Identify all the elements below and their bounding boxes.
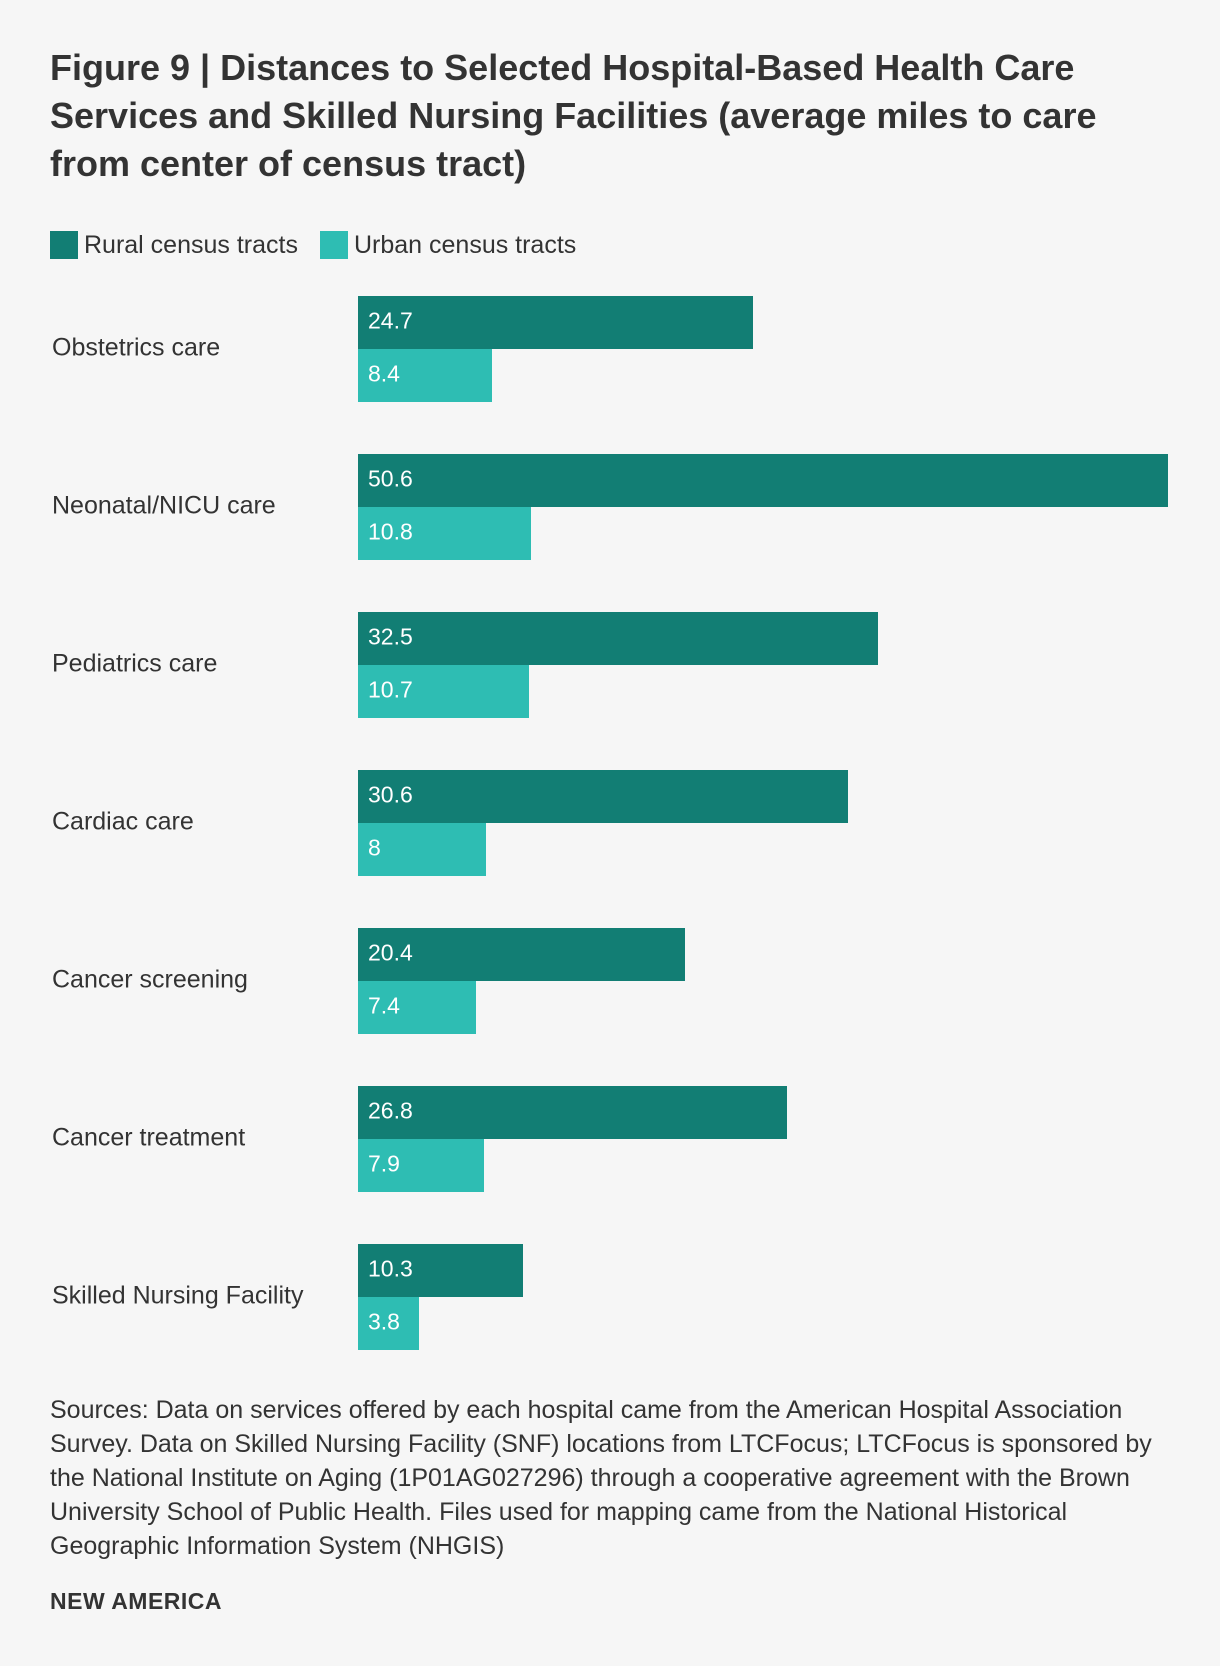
category-label: Cardiac care [52, 808, 194, 836]
bar-rural [358, 928, 685, 981]
bar-urban [358, 665, 529, 718]
legend-swatch-rural [50, 231, 78, 259]
bar-group: Pediatrics care 32.5 10.7 [52, 612, 878, 718]
category-label: Neonatal/NICU care [52, 492, 276, 520]
data-label-urban: 8 [368, 835, 381, 861]
legend-item-urban: Urban census tracts [319, 230, 577, 260]
data-label-urban: 10.7 [368, 677, 413, 703]
data-label-rural: 26.8 [368, 1098, 413, 1124]
data-label-rural: 50.6 [368, 466, 413, 492]
legend-swatch-urban [319, 231, 348, 259]
bar-group: Cardiac care 30.6 8 [52, 770, 848, 876]
bar-rural [358, 454, 1168, 507]
bar-urban [358, 349, 492, 402]
category-label: Obstetrics care [52, 334, 220, 362]
legend-item-rural: Rural census tracts [50, 231, 298, 260]
data-label-urban: 7.4 [368, 993, 400, 1019]
data-label-urban: 10.8 [368, 519, 413, 545]
source-note: Sources: Data on services offered by eac… [50, 1396, 1152, 1560]
legend-label-urban: Urban census tracts [353, 230, 577, 259]
bar-urban [358, 1297, 419, 1350]
legend: Rural census tracts Urban census tracts [50, 228, 598, 262]
category-label: Cancer screening [52, 966, 248, 994]
bar-chart: Obstetrics care 24.7 8.4 Neonatal/NICU care… [52, 296, 1168, 1350]
brand-logo-text: NEW AMERICA [50, 1588, 223, 1614]
category-label: Skilled Nursing Facility [52, 1282, 304, 1310]
bar-group: Skilled Nursing Facility 10.3 3.8 [52, 1244, 523, 1350]
data-label-rural: 20.4 [368, 940, 413, 966]
category-label: Pediatrics care [52, 650, 217, 678]
legend-label-rural: Rural census tracts [84, 230, 298, 259]
data-label-rural: 10.3 [368, 1256, 413, 1282]
bar-rural [358, 1244, 523, 1297]
data-label-urban: 3.8 [368, 1309, 400, 1335]
bar-urban [358, 823, 486, 876]
data-label-urban: 7.9 [368, 1151, 400, 1177]
data-label-rural: 30.6 [368, 782, 413, 808]
bar-group: Obstetrics care 24.7 8.4 [52, 296, 753, 402]
bar-urban [358, 1139, 484, 1192]
bar-group: Neonatal/NICU care 50.6 10.8 [52, 454, 1168, 560]
bar-rural [358, 1086, 787, 1139]
data-label-rural: 24.7 [368, 308, 413, 334]
bar-group: Cancer treatment 26.8 7.9 [52, 1086, 787, 1192]
chart-title: Figure 9 | Distances to Selected Hospita… [50, 47, 1097, 184]
data-label-rural: 32.5 [368, 624, 413, 650]
bar-rural [358, 612, 878, 665]
category-label: Cancer treatment [52, 1124, 245, 1152]
bar-rural [358, 296, 753, 349]
bar-group: Cancer screening 20.4 7.4 [52, 928, 685, 1034]
bar-urban [358, 507, 531, 560]
bar-rural [358, 770, 848, 823]
bar-urban [358, 981, 476, 1034]
data-label-urban: 8.4 [368, 361, 400, 387]
